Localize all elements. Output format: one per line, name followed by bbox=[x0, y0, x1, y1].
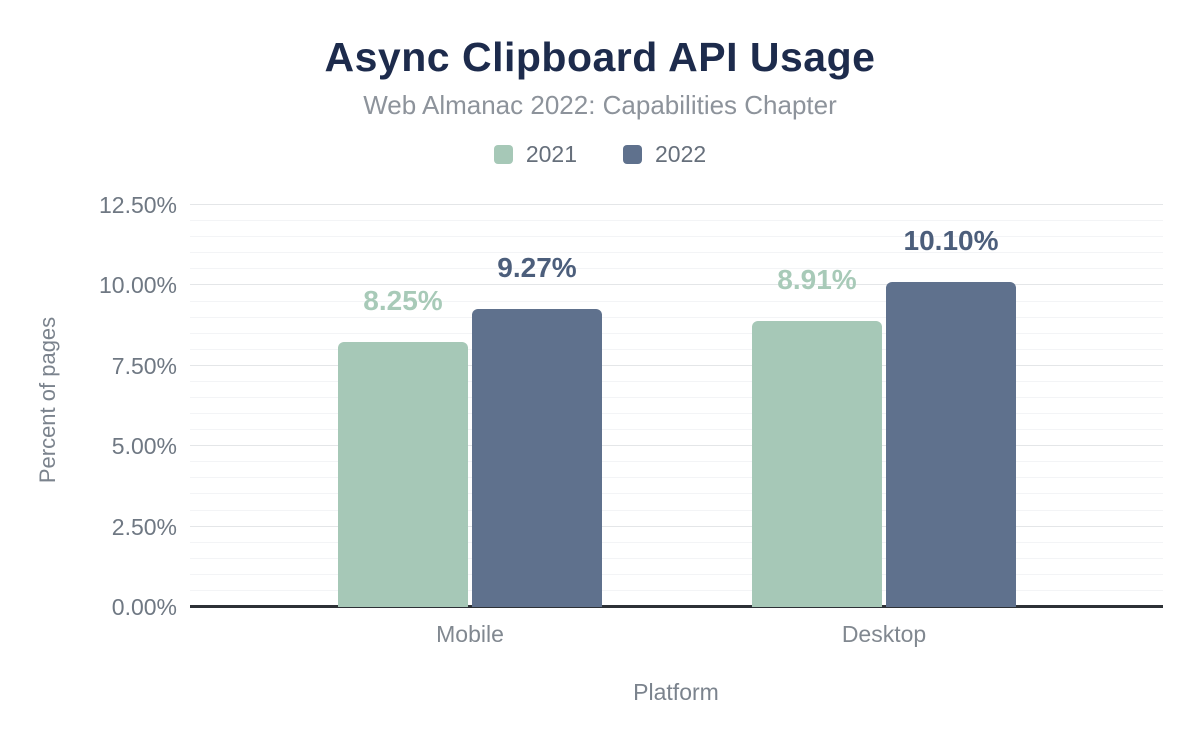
gridline-major bbox=[190, 364, 1163, 366]
gridline-minor bbox=[190, 268, 1163, 270]
x-axis-title: Platform bbox=[633, 679, 719, 705]
legend-item-2022: 2022 bbox=[623, 141, 706, 168]
gridline-minor bbox=[190, 316, 1163, 318]
gridline-minor bbox=[190, 573, 1163, 575]
bar-value-label-2022-mobile: 9.27% bbox=[497, 251, 577, 283]
y-tick-label: 7.50% bbox=[111, 352, 177, 379]
gridline-minor bbox=[190, 300, 1163, 302]
legend-swatch-2021 bbox=[493, 145, 513, 164]
gridline-minor bbox=[190, 541, 1163, 543]
bar-value-label-2021-desktop: 8.91% bbox=[777, 263, 857, 295]
chart-subtitle: Web Almanac 2022: Capabilities Chapter bbox=[363, 90, 837, 120]
legend-swatch-2022 bbox=[623, 145, 642, 164]
y-tick-label: 12.50% bbox=[98, 192, 177, 219]
gridline-minor bbox=[190, 557, 1163, 559]
gridline-minor bbox=[190, 236, 1163, 238]
y-tick-label: 0.00% bbox=[111, 594, 177, 620]
gridline-major bbox=[190, 445, 1163, 447]
gridline-minor bbox=[190, 493, 1163, 495]
chart-title: Async Clipboard API Usage bbox=[324, 34, 876, 80]
bar-2021-desktop bbox=[752, 320, 882, 607]
bar-value-label-2021-mobile: 8.25% bbox=[363, 284, 443, 316]
gridline-minor bbox=[190, 461, 1163, 463]
legend-item-2021: 2021 bbox=[493, 141, 577, 168]
gridline-minor bbox=[190, 332, 1163, 334]
x-axis-line bbox=[190, 605, 1163, 608]
x-category-label-mobile: Mobile bbox=[436, 621, 504, 647]
gridline-minor bbox=[190, 589, 1163, 591]
y-axis-title: Percent of pages bbox=[35, 316, 60, 484]
legend-label-2022: 2022 bbox=[655, 141, 707, 167]
bar-2022-mobile bbox=[472, 308, 602, 607]
gridline-minor bbox=[190, 348, 1163, 350]
gridline-minor bbox=[190, 252, 1163, 254]
legend-label-2021: 2021 bbox=[525, 141, 577, 167]
bar-value-label-2022-desktop: 10.10% bbox=[903, 225, 999, 257]
gridline-minor bbox=[190, 397, 1163, 398]
bar-2021-mobile bbox=[338, 341, 468, 607]
gridline-major bbox=[190, 284, 1163, 286]
gridline-major bbox=[190, 204, 1163, 206]
gridline-minor bbox=[190, 413, 1163, 415]
plot-area: 8.25% 8.91% 9.27% 10.10% bbox=[190, 189, 1163, 608]
gridline-major bbox=[190, 525, 1163, 527]
x-category-label-desktop: Desktop bbox=[841, 621, 927, 647]
y-tick-label: 2.50% bbox=[111, 513, 177, 540]
gridline-minor bbox=[190, 477, 1163, 479]
gridline-minor bbox=[190, 429, 1163, 431]
bar-2022-desktop bbox=[886, 282, 1016, 607]
y-tick-label: 5.00% bbox=[111, 433, 177, 460]
y-tick-label: 10.00% bbox=[98, 272, 177, 299]
gridline-minor bbox=[190, 509, 1163, 511]
gridline-minor bbox=[190, 380, 1163, 382]
legend: 2021 2022 bbox=[0, 141, 1200, 168]
gridline-minor bbox=[190, 220, 1163, 222]
